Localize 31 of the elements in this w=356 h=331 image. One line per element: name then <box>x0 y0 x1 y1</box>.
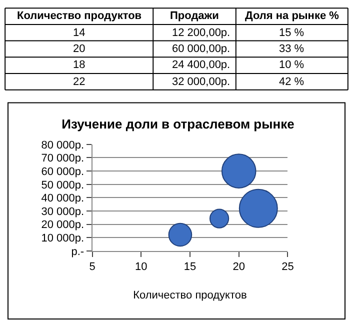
text: 14 <box>73 27 86 39</box>
y-tick-label: 50 000р. <box>41 179 84 192</box>
text: Продажи <box>170 10 219 22</box>
x-tick-label: 5 <box>89 261 96 274</box>
text: Количество продуктов <box>17 10 142 22</box>
text: 22 <box>73 76 86 88</box>
text: 18 <box>73 59 86 71</box>
text: 33 % <box>279 43 304 55</box>
y-tick-label: 20 000р. <box>41 219 84 232</box>
chart-title: Изучение доли в отраслевом рынке <box>62 116 294 132</box>
text: 24 400,00р. <box>172 59 230 71</box>
text: 10 % <box>279 59 304 71</box>
y-tick-label: 10 000р. <box>41 232 84 245</box>
y-tick-label: 80 000р. <box>41 139 84 152</box>
x-tick-label: 20 <box>232 261 245 274</box>
text: 15 % <box>279 27 304 39</box>
y-tick-label: р.- <box>71 246 84 258</box>
text: Доля на рынке % <box>245 10 340 22</box>
y-tick-label: 30 000р. <box>41 206 84 218</box>
text: 20 <box>73 43 86 55</box>
text: 42 % <box>279 76 304 88</box>
y-tick-label: 70 000р. <box>41 152 84 165</box>
text: 12 200,00р. <box>172 27 230 39</box>
y-tick-label: 60 000р. <box>41 166 84 178</box>
text: 32 000,00р. <box>172 76 230 88</box>
x-tick-label: 10 <box>134 261 148 274</box>
y-tick-label: 40 000р. <box>41 192 84 205</box>
x-axis-title: Количество продуктов <box>133 289 248 302</box>
x-tick-label: 25 <box>282 261 294 274</box>
text: 60 000,00р. <box>172 43 230 55</box>
x-tick-label: 15 <box>184 261 196 274</box>
